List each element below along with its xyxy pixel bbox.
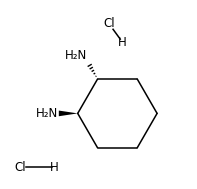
- Polygon shape: [59, 111, 78, 116]
- Text: Cl: Cl: [103, 17, 115, 30]
- Text: H: H: [50, 161, 59, 174]
- Text: H: H: [118, 36, 126, 49]
- Text: H₂N: H₂N: [65, 49, 87, 62]
- Text: H₂N: H₂N: [36, 107, 58, 120]
- Text: Cl: Cl: [14, 161, 26, 174]
